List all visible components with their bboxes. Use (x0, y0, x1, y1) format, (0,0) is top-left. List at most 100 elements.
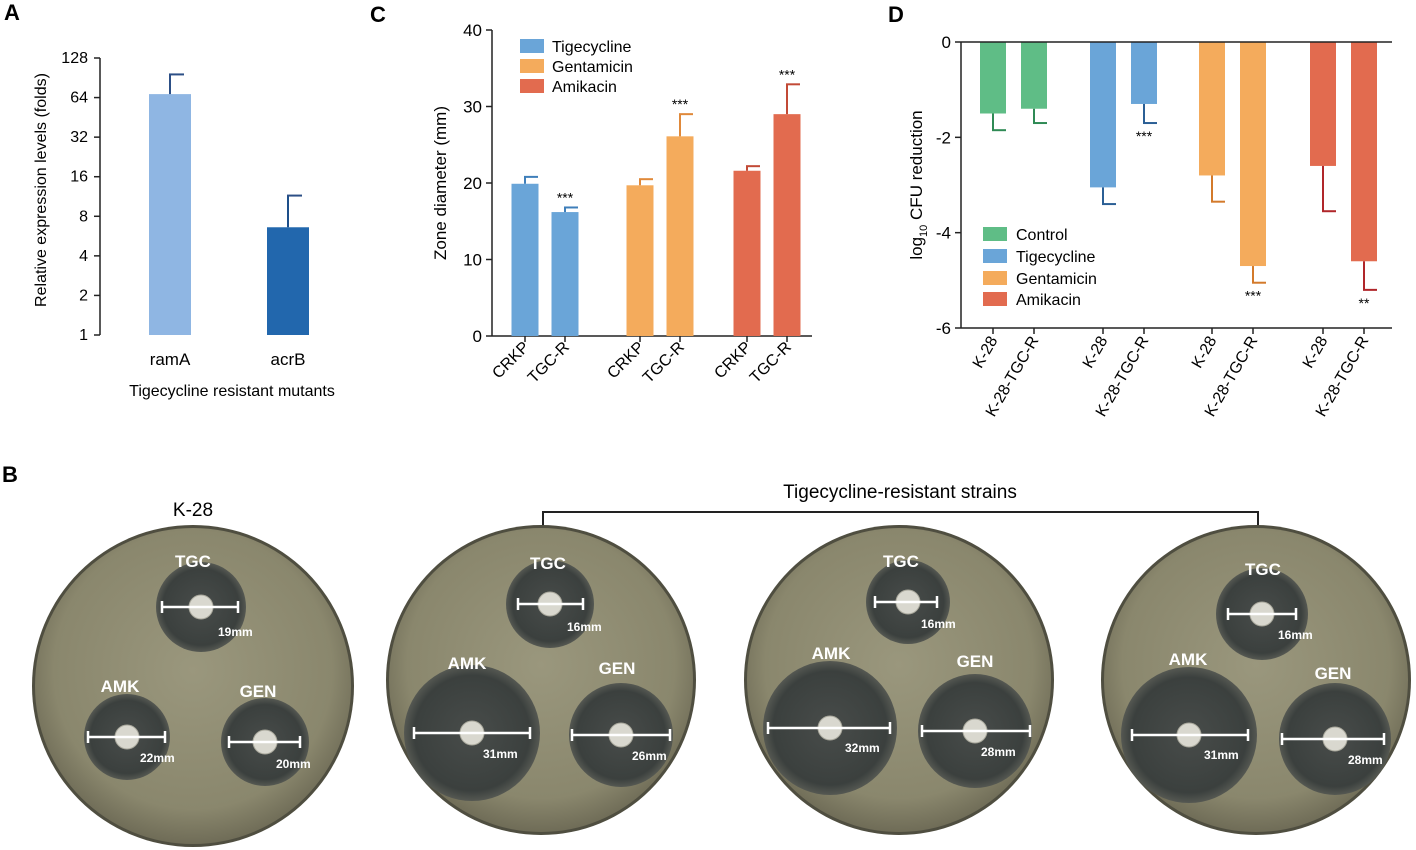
chart-a-ytick-label: 2 (79, 287, 88, 304)
chart-a-xtick-ramA: ramA (150, 350, 191, 369)
zone-label: GEN (1315, 664, 1352, 683)
legend-label-control: Control (1016, 227, 1068, 244)
panel-letter-b: B (2, 462, 18, 487)
zone-label: TGC (175, 552, 211, 571)
zone-label: GEN (240, 682, 277, 701)
chart-c-ytick-label: 40 (463, 21, 482, 40)
chart-d-bar-gentamicin-k-28-tgc-r (1240, 42, 1266, 267)
zone-measure: 31mm (1204, 748, 1239, 762)
chart-a-ytick-label: 32 (70, 129, 88, 146)
chart-c-ylabel: Zone diameter (mm) (431, 106, 450, 260)
zone-label: GEN (599, 659, 636, 678)
zone-measure: 16mm (921, 617, 956, 631)
chart-d-bar-control-k-28-tgc-r (1021, 42, 1047, 109)
petri-plate: TGC 16mm AMK 31mm GEN 26mm (386, 525, 696, 835)
petri-plate: TGC 19mm AMK 22mm GEN 20mm (32, 525, 354, 847)
inhibition-zone-amk: AMK 31mm (404, 654, 540, 801)
zone-label: TGC (883, 552, 919, 571)
zone-label: AMK (1169, 650, 1208, 669)
zone-measure: 31mm (483, 747, 518, 761)
legend-label-tigecycline: Tigecycline (552, 39, 632, 56)
chart-a-bar-acrB (267, 227, 309, 335)
legend-swatch-gentamicin (983, 271, 1007, 285)
chart-d-bar-tigecycline-k-28-tgc-r (1131, 42, 1157, 104)
chart-d-bar-amikacin-k-28-tgc-r (1351, 42, 1377, 262)
panel-letter-d: D (888, 2, 904, 27)
zone-measure: 16mm (567, 620, 602, 634)
chart-a-ylabel: Relative expression levels (folds) (33, 73, 50, 307)
inhibition-zone-amk: AMK 32mm (763, 644, 897, 795)
zone-label: TGC (1245, 560, 1281, 579)
chart-a-ytick-label: 16 (70, 169, 88, 186)
zone-measure: 20mm (276, 757, 311, 771)
chart-d-significance: *** (1245, 288, 1262, 304)
chart-c-bar-gentamicin-crkp (626, 185, 654, 336)
chart-c-ytick-label: 0 (473, 327, 482, 346)
chart-c-xtick-label: TGC-R (747, 339, 795, 387)
inhibition-zone-tgc: TGC 16mm (1216, 560, 1313, 660)
chart-d-legend: Control Tigecycline Gentamicin Amikacin (983, 227, 1097, 309)
zone-measure: 28mm (981, 745, 1016, 759)
chart-c-ytick-label: 10 (463, 251, 482, 270)
chart-c-bar-tigecycline-tgc-r (551, 212, 579, 336)
panel-letter-a: A (4, 0, 20, 25)
chart-c-bar-amikacin-crkp (733, 170, 761, 336)
chart-d-ytick-label: -2 (936, 128, 951, 147)
legend-swatch-amikacin (983, 292, 1007, 306)
inhibition-zone-tgc: TGC 19mm (156, 552, 253, 652)
chart-d-ytick-label: -6 (936, 319, 951, 338)
zone-measure: 28mm (1348, 753, 1383, 767)
panel-b-plates: K-28 Tigecycline-resistant strains TGC 19… (32, 482, 1411, 847)
petri-plate: TGC 16mm AMK 31mm GEN 28mm (1101, 525, 1411, 835)
zone-measure: 19mm (218, 625, 253, 639)
zone-label: TGC (530, 554, 566, 573)
chart-c-bar-tigecycline-crkp (511, 183, 539, 336)
zone-label: AMK (448, 654, 487, 673)
label-k28: K-28 (173, 500, 213, 521)
chart-c-significance: *** (672, 96, 689, 112)
legend-swatch-amikacin (520, 79, 544, 93)
legend-swatch-tigecycline (983, 249, 1007, 263)
chart-d-ytick-label: 0 (942, 33, 951, 52)
panel-letter-c: C (370, 2, 386, 27)
chart-d-significance: *** (1136, 128, 1153, 144)
zone-label: AMK (812, 644, 851, 663)
legend-label-tigecycline: Tigecycline (1016, 249, 1096, 266)
inhibition-zone-gen: GEN 20mm (221, 682, 311, 786)
chart-d-xtick-label: K-28 (1080, 333, 1112, 371)
legend-label-amikacin: Amikacin (1016, 292, 1081, 309)
zone-label: GEN (957, 652, 994, 671)
inhibition-zone-gen: GEN 28mm (1279, 664, 1391, 795)
chart-d-bar-control-k-28 (980, 42, 1006, 114)
chart-a-ytick-label: 1 (79, 327, 88, 344)
legend-swatch-tigecycline (520, 39, 544, 53)
label-resistant-strains: Tigecycline-resistant strains (783, 482, 1017, 503)
chart-a-xlabel: Tigecycline resistant mutants (129, 383, 335, 400)
chart-d-xtick-label: K-28 (970, 333, 1002, 371)
chart-a-ytick-label: 8 (79, 208, 88, 225)
chart-d-cfu-reduction: log10 CFU reduction ****** ** 0-2-4-6 K-2… (907, 33, 1392, 420)
chart-a-expression: Relative expression levels (folds) Tigec… (33, 50, 335, 400)
inhibition-zone-amk: AMK 31mm (1121, 650, 1257, 803)
chart-c-ytick-label: 30 (463, 98, 482, 117)
chart-a-xtick-acrB: acrB (271, 350, 306, 369)
chart-d-significance: ** (1359, 295, 1370, 311)
resistant-bracket (542, 511, 1259, 530)
chart-c-ytick-label: 20 (463, 174, 482, 193)
legend-swatch-control (983, 227, 1007, 241)
inhibition-zone-amk: AMK 22mm (84, 677, 175, 780)
chart-d-xtick-label: K-28 (1189, 333, 1221, 371)
chart-d-ytick-label: -4 (936, 224, 951, 243)
zone-measure: 16mm (1278, 628, 1313, 642)
chart-c-legend: Tigecycline Gentamicin Amikacin (520, 39, 633, 96)
legend-label-gentamicin: Gentamicin (1016, 271, 1097, 288)
zone-measure: 32mm (845, 741, 880, 755)
chart-a-ytick-label: 64 (70, 90, 88, 107)
legend-swatch-gentamicin (520, 59, 544, 73)
petri-plate: TGC 16mm AMK 32mm GEN 28mm (744, 525, 1054, 835)
chart-a-ytick-label: 128 (61, 50, 88, 67)
inhibition-zone-gen: GEN 28mm (918, 652, 1032, 788)
chart-c-significance: *** (779, 66, 796, 82)
